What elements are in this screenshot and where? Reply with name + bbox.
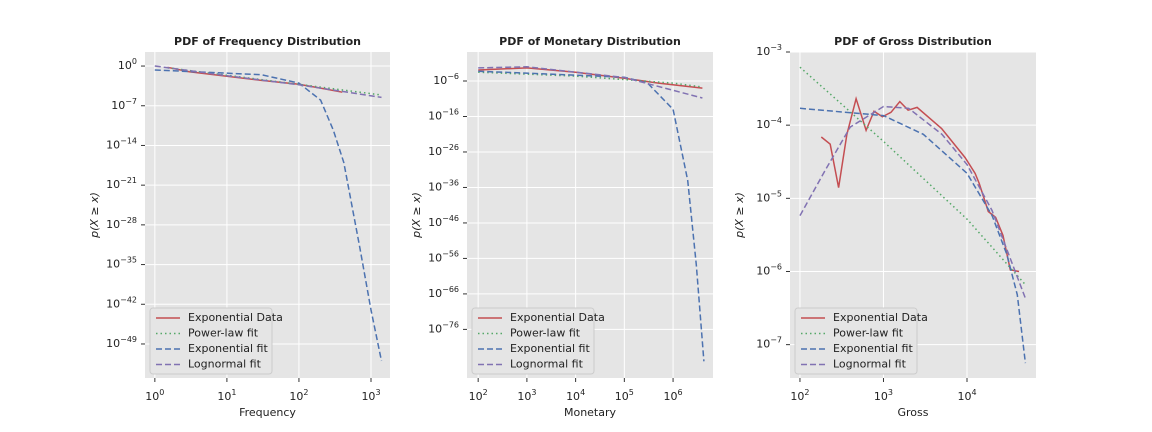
x-tick-label: 102 <box>469 388 488 404</box>
x-tick-label: 102 <box>289 388 308 404</box>
legend-box <box>794 307 918 375</box>
legend-label: Exponential fit <box>833 342 913 355</box>
y-axis-label: p(X ≥ x) <box>88 192 101 239</box>
y-tick-label: 10−76 <box>428 320 459 336</box>
legend-box <box>471 307 595 375</box>
series-line <box>799 107 1027 364</box>
x-tick-label: 104 <box>566 388 585 404</box>
y-tick-label: 10−26 <box>428 142 459 158</box>
y-tick-label: 10−16 <box>428 107 459 123</box>
x-tick-label: 104 <box>957 388 976 404</box>
y-tick-label: 10−7 <box>111 96 137 112</box>
x-tick-label: 106 <box>664 388 683 404</box>
legend-label: Lognormal fit <box>188 358 262 371</box>
legend-label: Lognormal fit <box>510 358 584 371</box>
y-tick-label: 10−49 <box>106 334 137 350</box>
legend-label: Exponential Data <box>510 311 605 324</box>
y-tick-label: 100 <box>118 57 137 73</box>
y-tick-label: 10−4 <box>756 116 782 132</box>
y-axis-label: p(X ≥ x) <box>410 192 423 239</box>
y-tick-label: 10−46 <box>428 213 459 229</box>
legend-label: Exponential Data <box>833 311 928 324</box>
x-tick-label: 101 <box>217 388 236 404</box>
x-tick-label: 105 <box>615 388 634 404</box>
chart-title: PDF of Monetary Distribution <box>499 35 681 48</box>
x-tick-label: 102 <box>790 388 809 404</box>
y-tick-label: 10−6 <box>756 262 782 278</box>
x-axis-label: Gross <box>898 406 929 419</box>
series-line <box>799 105 1027 299</box>
series-line <box>154 65 382 99</box>
chart-title: PDF of Frequency Distribution <box>174 35 361 48</box>
series-line <box>820 95 1020 273</box>
y-tick-label: 10−56 <box>428 249 459 265</box>
y-tick-label: 10−14 <box>106 136 137 152</box>
legend-label: Power-law fit <box>510 327 581 340</box>
x-tick-label: 103 <box>361 388 380 404</box>
legend-box <box>149 307 273 375</box>
x-axis-label: Frequency <box>239 406 296 419</box>
y-axis-label: p(X ≥ x) <box>733 192 746 239</box>
series-line <box>154 69 383 362</box>
y-tick-label: 10−42 <box>106 295 137 311</box>
legend-label: Lognormal fit <box>833 358 907 371</box>
y-tick-label: 10−35 <box>106 255 137 271</box>
y-tick-label: 10−28 <box>106 215 137 231</box>
x-tick-label: 103 <box>874 388 893 404</box>
y-tick-label: 10−36 <box>428 178 459 194</box>
legend-label: Exponential fit <box>510 342 590 355</box>
x-tick-label: 100 <box>145 388 164 404</box>
chart-title: PDF of Gross Distribution <box>834 35 992 48</box>
y-tick-label: 10−5 <box>756 189 782 205</box>
x-axis-label: Monetary <box>564 406 617 419</box>
legend-label: Exponential fit <box>188 342 268 355</box>
legend-label: Power-law fit <box>188 327 259 340</box>
y-tick-label: 10−21 <box>106 176 137 192</box>
x-tick-label: 103 <box>517 388 536 404</box>
y-tick-label: 10−3 <box>756 43 782 59</box>
y-tick-label: 10−6 <box>433 72 459 88</box>
legend-label: Exponential Data <box>188 311 283 324</box>
y-tick-label: 10−7 <box>756 335 782 351</box>
legend-label: Power-law fit <box>833 327 904 340</box>
y-tick-label: 10−66 <box>428 284 459 300</box>
